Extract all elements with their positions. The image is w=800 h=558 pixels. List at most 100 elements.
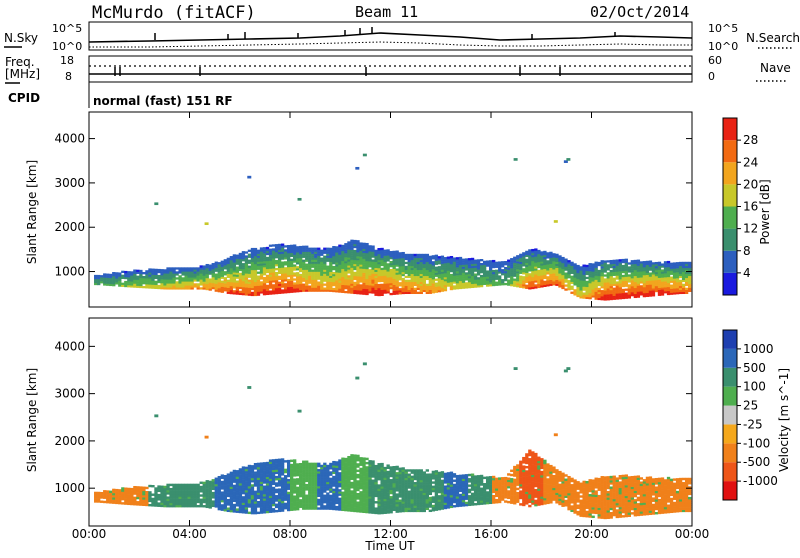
power-cell xyxy=(293,248,296,250)
velocity-cell xyxy=(326,486,329,488)
velocity-cell xyxy=(371,511,374,513)
power-cell xyxy=(549,280,552,282)
power-cell xyxy=(474,270,477,272)
power-cell xyxy=(353,284,356,286)
power-cell xyxy=(417,292,420,294)
power-cell xyxy=(263,285,266,287)
power-cell xyxy=(335,256,338,258)
power-cell xyxy=(308,282,311,284)
power-cell xyxy=(643,289,646,291)
velocity-cell xyxy=(157,485,160,487)
power-cell xyxy=(435,257,438,259)
power-cell xyxy=(169,269,172,271)
power-cell xyxy=(320,278,323,280)
power-cell xyxy=(528,269,531,271)
power-cell xyxy=(341,277,344,279)
power-cell xyxy=(679,290,682,292)
power-cell xyxy=(160,273,163,275)
velocity-cell xyxy=(344,507,347,509)
power-cell xyxy=(281,267,284,269)
power-cell xyxy=(251,286,254,288)
velocity-cell xyxy=(362,483,365,485)
velocity-cell xyxy=(290,485,293,487)
power-cell xyxy=(664,289,667,291)
station-title: McMurdo (fitACF) xyxy=(92,3,256,23)
power-cell xyxy=(347,245,350,247)
power-cell xyxy=(389,265,392,267)
velocity-cell xyxy=(389,511,392,513)
power-cell xyxy=(420,290,423,292)
power-cell xyxy=(667,267,670,269)
power-cell xyxy=(154,269,157,271)
power-cell xyxy=(688,266,691,268)
power-cell xyxy=(320,270,323,272)
power-cell xyxy=(269,277,272,279)
velocity-cell xyxy=(368,492,371,494)
velocity-cell xyxy=(281,497,284,499)
power-cell xyxy=(314,289,317,291)
power-cell xyxy=(595,276,598,278)
power-cell xyxy=(308,248,311,250)
velocity-cell xyxy=(197,501,200,503)
power-cell xyxy=(278,250,281,252)
power-cell xyxy=(197,269,200,271)
power-cell xyxy=(576,289,579,291)
velocity-cell xyxy=(353,471,356,473)
power-cell xyxy=(368,249,371,251)
power-cell xyxy=(411,256,414,258)
velocity-cell xyxy=(374,473,377,475)
power-cell xyxy=(311,260,314,262)
power-cell xyxy=(625,289,628,291)
velocity-cell xyxy=(139,486,142,488)
velocity-cell xyxy=(377,469,380,471)
power-cell xyxy=(622,271,625,273)
power-cell xyxy=(191,283,194,285)
velocity-cell xyxy=(233,506,236,508)
velocity-cell xyxy=(203,494,206,496)
power-cell xyxy=(480,281,483,283)
power-cell xyxy=(94,283,97,285)
power-cell xyxy=(326,276,329,278)
power-cell xyxy=(673,262,676,264)
velocity-cell xyxy=(236,472,239,474)
power-cell xyxy=(374,252,377,254)
power-cell xyxy=(260,287,263,289)
power-colorbar-swatch xyxy=(723,184,737,206)
power-cell xyxy=(555,264,558,266)
power-cell xyxy=(172,281,175,283)
power-cell xyxy=(432,261,435,263)
power-cell xyxy=(374,284,377,286)
power-cell xyxy=(305,289,308,291)
power-cell xyxy=(290,259,293,261)
power-cell xyxy=(411,266,414,268)
power-cell xyxy=(435,279,438,281)
velocity-cell xyxy=(245,505,248,507)
power-cell xyxy=(350,272,353,274)
velocity-cell xyxy=(323,478,326,480)
power-cell xyxy=(212,277,215,279)
velocity-cell xyxy=(350,475,353,477)
power-cell xyxy=(588,287,591,289)
power-cell xyxy=(417,274,420,276)
velocity-cell xyxy=(329,501,332,503)
velocity-cell xyxy=(402,506,405,508)
power-cell xyxy=(405,270,408,272)
power-cell xyxy=(426,276,429,278)
power-cell xyxy=(245,279,248,281)
power-cell xyxy=(396,284,399,286)
power-cell xyxy=(191,279,194,281)
velocity-cell xyxy=(272,459,275,461)
power-cell xyxy=(194,283,197,285)
power-cell xyxy=(332,280,335,282)
power-cell xyxy=(347,253,350,255)
power-cell xyxy=(248,250,251,252)
power-cell xyxy=(227,276,230,278)
power-cell xyxy=(374,272,377,274)
velocity-cell xyxy=(103,492,106,494)
power-cell xyxy=(371,279,374,281)
power-cell xyxy=(402,290,405,292)
velocity-cell xyxy=(157,488,160,490)
power-cell xyxy=(607,268,610,270)
power-cell xyxy=(534,248,537,250)
power-cell xyxy=(278,278,281,280)
